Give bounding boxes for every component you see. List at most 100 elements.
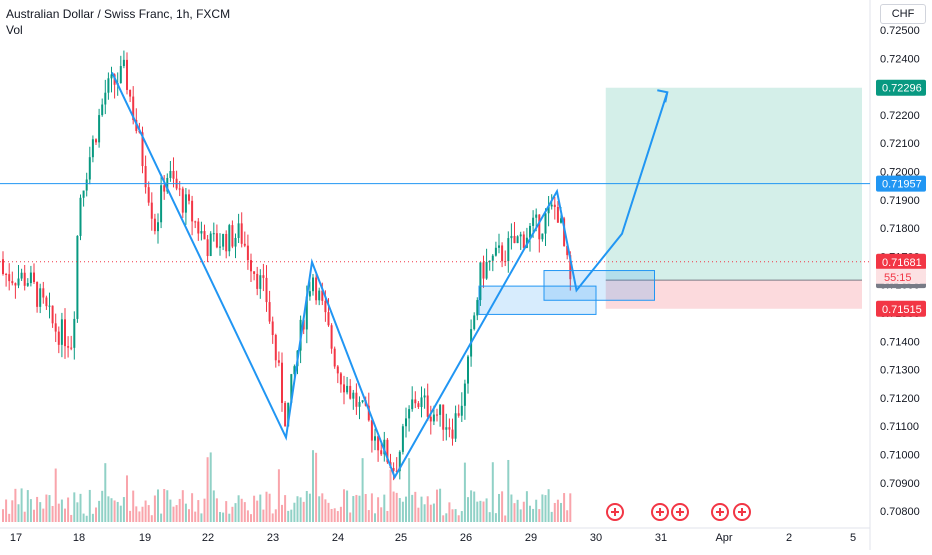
volume-bar xyxy=(408,458,411,522)
volume-bar xyxy=(194,511,197,522)
volume-bar xyxy=(556,499,559,522)
candle-body xyxy=(8,274,11,282)
volume-bar xyxy=(150,515,153,522)
candle-body xyxy=(191,200,194,222)
candle-body xyxy=(405,418,407,427)
y-tick-label: 0.72400 xyxy=(880,53,920,65)
volume-bar xyxy=(420,496,423,522)
volume-bar xyxy=(64,508,66,522)
volume-bar xyxy=(550,511,553,522)
candle-body xyxy=(380,450,383,455)
candle-body xyxy=(20,272,23,279)
volume-bar xyxy=(5,499,8,522)
price-label: 0.71957 xyxy=(882,179,922,191)
volume-bar xyxy=(498,493,500,522)
volume-bar xyxy=(426,496,429,522)
candle-body xyxy=(284,402,287,427)
volume-bar xyxy=(268,493,271,522)
candle-body xyxy=(29,272,32,284)
volume-bar xyxy=(389,469,392,522)
candle-body xyxy=(51,305,54,324)
volume-bar xyxy=(144,500,147,522)
volume-bar xyxy=(113,500,116,522)
candle-body xyxy=(26,283,29,286)
candle-body xyxy=(5,274,8,276)
volume-bar xyxy=(277,469,280,522)
volume-bar xyxy=(513,503,516,522)
y-tick-label: 0.71800 xyxy=(880,223,920,235)
volume-bar xyxy=(256,500,259,522)
price-label-bg xyxy=(876,253,926,270)
volume-bar xyxy=(547,489,550,522)
candle-body xyxy=(85,179,88,191)
volume-label: Vol xyxy=(6,23,23,37)
volume-bar xyxy=(290,509,293,522)
volume-bar xyxy=(442,515,445,522)
volume-bar xyxy=(395,492,398,522)
volume-bar xyxy=(271,513,274,522)
volume-bar xyxy=(184,503,187,522)
volume-bar xyxy=(299,497,302,522)
volume-bar xyxy=(364,493,367,522)
candle-body xyxy=(256,273,259,289)
candle-body xyxy=(48,305,51,307)
candle-body xyxy=(308,291,311,297)
candle-body xyxy=(411,399,414,410)
volume-bar xyxy=(377,497,380,522)
volume-bar xyxy=(172,506,175,522)
price-label-bg xyxy=(876,300,926,317)
volume-bar xyxy=(566,510,569,522)
volume-bar xyxy=(175,505,178,522)
candle-body xyxy=(209,233,212,257)
candle-body xyxy=(104,92,107,105)
candle-body xyxy=(463,383,466,406)
x-tick-label: 19 xyxy=(139,532,151,544)
candle-body xyxy=(64,319,66,347)
volume-bar xyxy=(169,499,172,522)
volume-bar xyxy=(107,496,110,522)
volume-bar xyxy=(445,513,448,522)
candle-body xyxy=(91,139,94,158)
volume-bar xyxy=(11,500,14,522)
volume-bar xyxy=(212,490,215,522)
volume-bar xyxy=(488,512,491,522)
volume-bar xyxy=(324,499,327,522)
volume-bar xyxy=(318,496,321,522)
candle-body xyxy=(442,404,445,430)
candle-body xyxy=(392,468,395,471)
volume-bar xyxy=(39,502,42,522)
candle-body xyxy=(556,206,559,223)
candle-body xyxy=(395,470,398,472)
candle-body xyxy=(454,413,457,439)
candle-body xyxy=(2,259,4,275)
candle-body xyxy=(240,223,243,244)
volume-bar xyxy=(380,507,383,522)
currency-button[interactable]: CHF xyxy=(880,4,926,24)
price-label: 0.72296 xyxy=(882,83,922,95)
candle-body xyxy=(473,315,476,330)
candle-body xyxy=(467,356,469,384)
candle-body xyxy=(519,234,522,237)
volume-bar xyxy=(510,494,513,522)
candle-body xyxy=(222,233,225,247)
volume-bar xyxy=(101,490,104,522)
volume-bar xyxy=(20,488,23,522)
volume-bar xyxy=(429,504,432,522)
volume-bar xyxy=(104,463,107,522)
candle-body xyxy=(491,255,494,261)
candle-body xyxy=(219,246,221,248)
candle-body xyxy=(237,223,240,238)
volume-bar xyxy=(463,462,466,522)
candle-body xyxy=(76,235,79,319)
volume-bar xyxy=(467,497,469,522)
candle-body xyxy=(36,282,39,307)
volume-bar xyxy=(197,500,200,522)
candle-body xyxy=(498,245,500,248)
volume-bar xyxy=(532,508,535,522)
volume-bar xyxy=(29,499,32,522)
candle-body xyxy=(163,185,166,192)
candle-body xyxy=(33,272,35,283)
x-tick-label: 18 xyxy=(73,532,85,544)
